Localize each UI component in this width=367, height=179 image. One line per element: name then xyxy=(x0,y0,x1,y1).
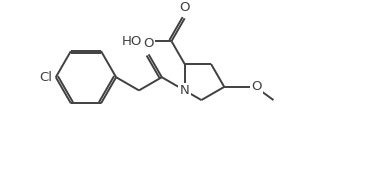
Text: O: O xyxy=(179,1,190,14)
Text: O: O xyxy=(143,37,154,50)
Text: HO: HO xyxy=(122,35,142,48)
Text: N: N xyxy=(180,84,189,97)
Text: Cl: Cl xyxy=(39,71,52,84)
Text: O: O xyxy=(252,80,262,93)
